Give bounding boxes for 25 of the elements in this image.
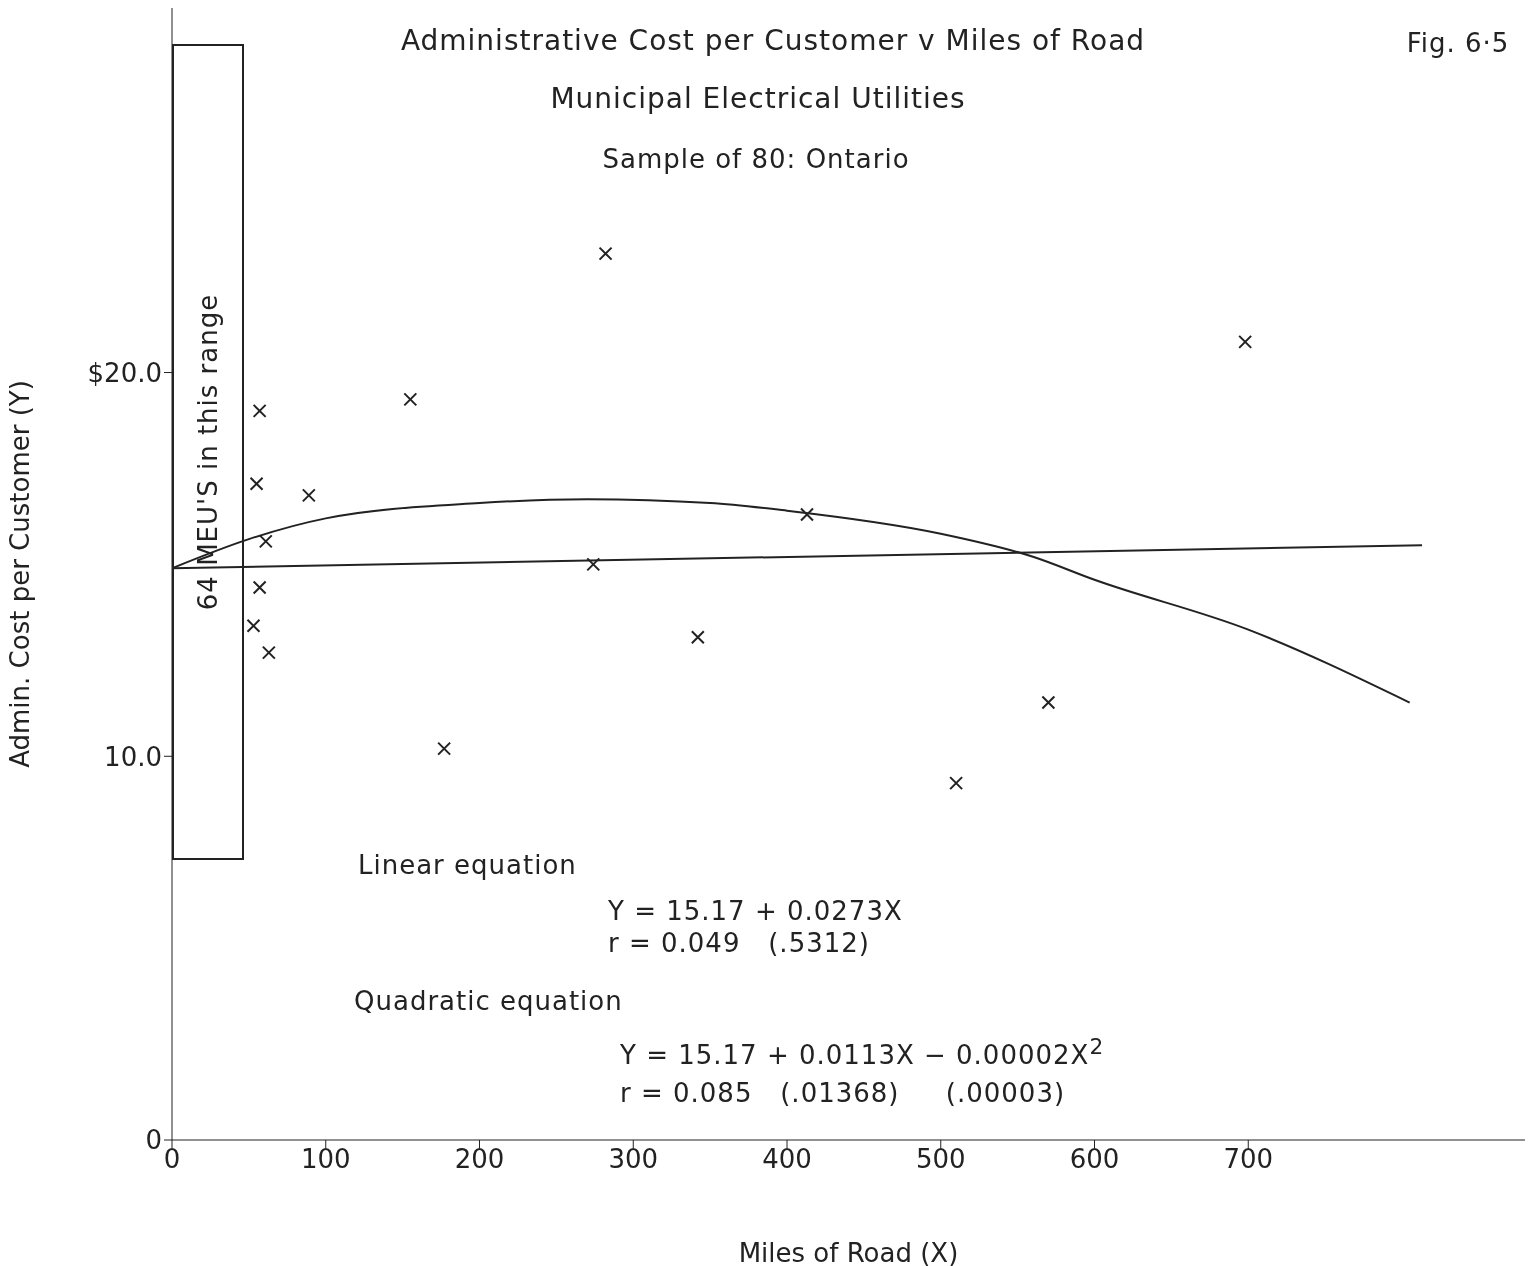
- y-tick-label: 10.0: [104, 741, 162, 772]
- x-tick-label: 500: [915, 1144, 966, 1175]
- annotation: Quadratic equation: [354, 986, 623, 1016]
- annotation: Sample of 80: Ontario: [602, 144, 910, 174]
- annotation: Y = 15.17 + 0.0273X: [608, 896, 903, 926]
- outline-box: 64 MEU'S in this range: [172, 44, 244, 860]
- annotation: r = 0.085 (.01368) (.00003): [620, 1078, 1066, 1108]
- x-tick-label: 100: [300, 1144, 351, 1175]
- annotation: r = 0.049 (.5312): [608, 928, 870, 958]
- y-tick-label: $20.0: [87, 357, 162, 388]
- x-tick-label: 300: [608, 1144, 659, 1175]
- x-tick-label: 600: [1069, 1144, 1120, 1175]
- annotation: Fig. 6·5: [1406, 28, 1510, 58]
- y-tick-label: 0: [145, 1125, 162, 1156]
- annotation: Y = 15.17 + 0.0113X − 0.00002X$^{2}$: [620, 1034, 1105, 1070]
- annotation: 64 MEU'S in this range: [193, 293, 223, 611]
- x-axis-title: Miles of Road (X): [738, 1238, 959, 1266]
- text: Administrative Cost per Customer v Miles of Road: [400, 24, 1146, 57]
- x-tick-label: 0: [163, 1144, 181, 1175]
- text: Municipal Electrical Utilities: [550, 82, 966, 115]
- x-tick-label: 400: [762, 1144, 812, 1175]
- y-axis-title: Admin. Cost per Customer (Y): [5, 380, 36, 768]
- x-tick-label: 700: [1223, 1144, 1274, 1175]
- x-tick-label: 200: [454, 1144, 505, 1175]
- annotation: Linear equation: [358, 850, 577, 880]
